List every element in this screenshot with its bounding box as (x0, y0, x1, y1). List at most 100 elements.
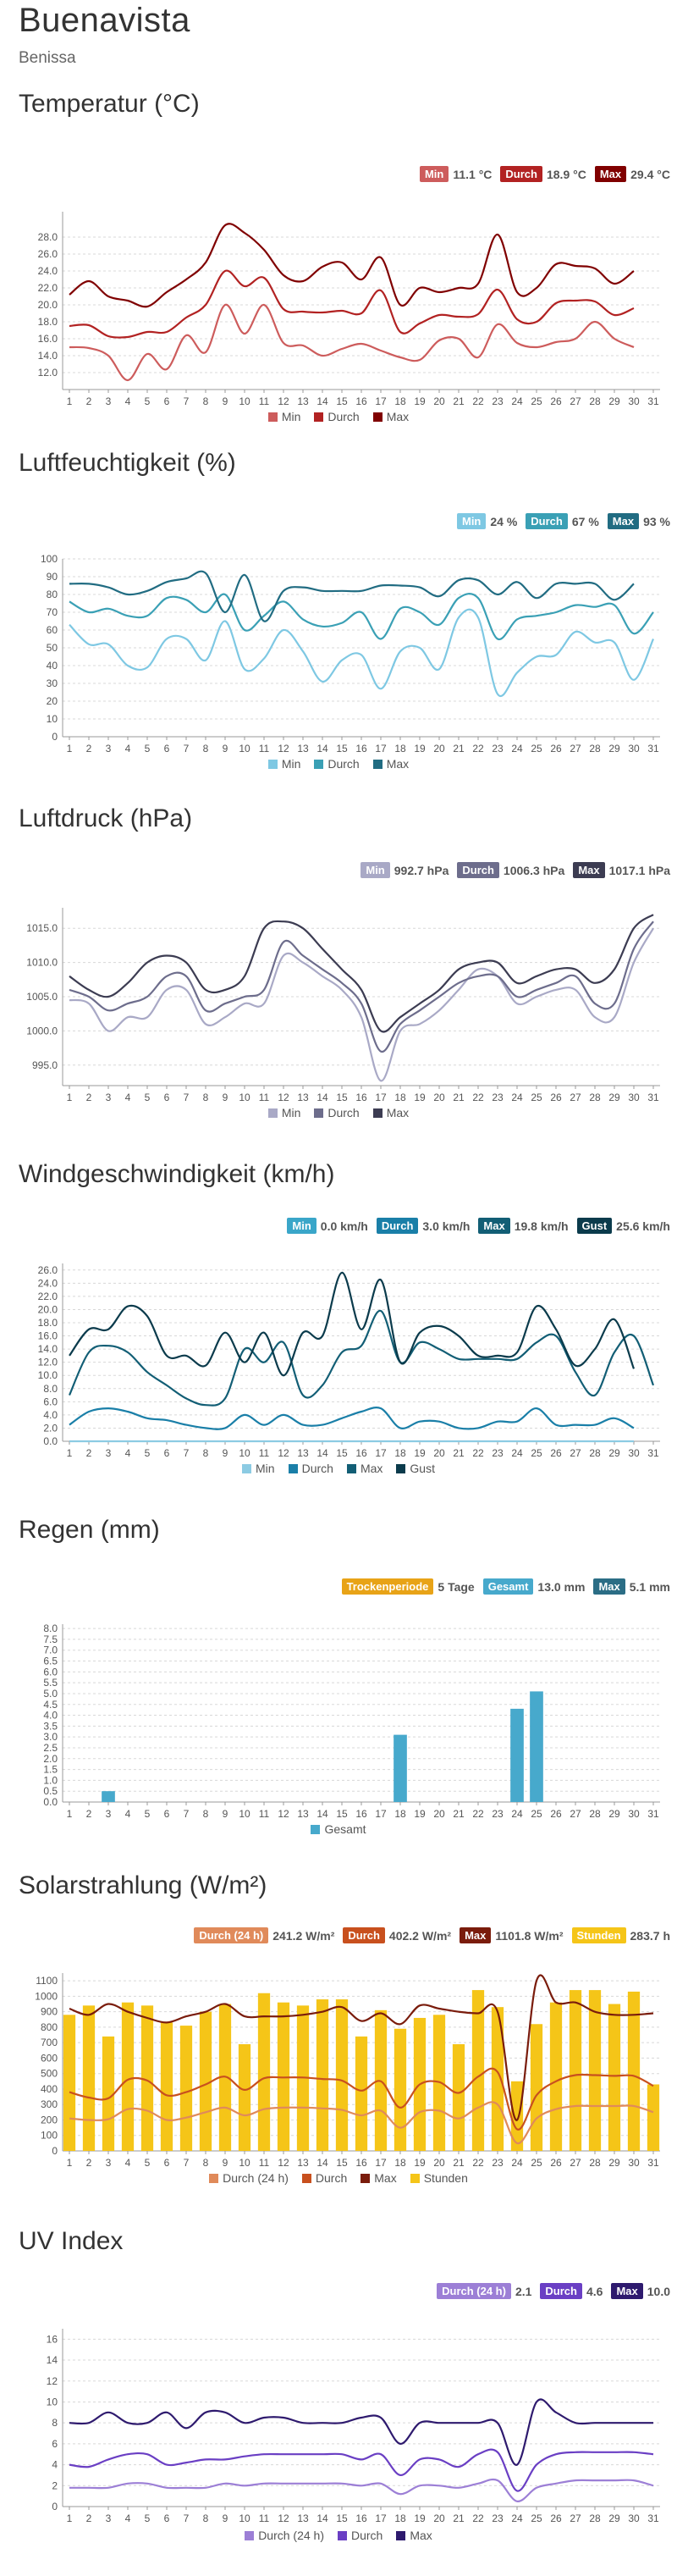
legend-item[interactable]: Min (267, 410, 300, 423)
series-line-durch (69, 593, 654, 640)
x-tick-label: 2 (86, 2157, 92, 2169)
y-tick-label: 5.0 (43, 1688, 58, 1700)
x-tick-label: 19 (414, 1092, 426, 1103)
x-tick-label: 13 (297, 1092, 309, 1103)
x-tick-label: 7 (184, 1447, 190, 1459)
legend-item[interactable]: Stunden (410, 2171, 468, 2185)
y-tick-label: 14 (47, 2354, 58, 2366)
y-tick-label: 40 (47, 660, 58, 672)
legend-item[interactable]: Durch (24 h) (209, 2171, 289, 2185)
chart-title: Luftdruck (hPa) (19, 804, 193, 832)
bar-stunden (316, 1999, 329, 2151)
x-tick-label: 16 (355, 2157, 367, 2169)
y-tick-label: 1000 (35, 1990, 58, 2002)
stat-badge: Max (460, 1927, 492, 1943)
x-tick-label: 14 (316, 1092, 328, 1103)
x-tick-label: 3 (106, 2157, 112, 2169)
x-tick-label: 26 (550, 1808, 562, 1820)
legend-item[interactable]: Min (267, 757, 301, 771)
x-tick-label: 6 (164, 1092, 170, 1103)
legend-item[interactable]: Durch (338, 2529, 383, 2542)
y-tick-label: 2.5 (43, 1742, 58, 1754)
x-tick-label: 5 (145, 395, 151, 407)
legend-item[interactable]: Max (372, 1106, 410, 1119)
legend-swatch (346, 1463, 356, 1473)
x-tick-label: 8 (203, 1447, 209, 1459)
x-tick-label: 4 (125, 743, 131, 755)
stat-item: Durch (24 h) 241.2 W/m² (194, 1927, 334, 1943)
x-tick-label: 5 (145, 743, 151, 755)
legend-item[interactable]: Durch (314, 1106, 360, 1119)
x-tick-label: 27 (570, 395, 581, 407)
x-tick-label: 19 (414, 2157, 426, 2169)
x-tick-label: 19 (414, 743, 426, 755)
x-tick-label: 21 (453, 1808, 465, 1820)
x-tick-label: 13 (297, 2512, 309, 2524)
legend-item[interactable]: Durch (24 h) (245, 2529, 324, 2542)
y-tick-label: 60 (47, 624, 58, 636)
x-tick-label: 22 (472, 395, 484, 407)
stat-value: 992.7 hPa (394, 863, 449, 877)
stat-value: 0.0 km/h (320, 1219, 368, 1233)
legend-label: Max (386, 410, 410, 423)
bar-stunden (355, 2036, 368, 2151)
bar-stunden (199, 2011, 212, 2151)
x-tick-label: 18 (394, 1092, 406, 1103)
x-tick-label: 3 (106, 1808, 112, 1820)
x-tick-label: 29 (608, 1447, 620, 1459)
x-tick-label: 28 (589, 2157, 601, 2169)
y-tick-label: 2.0 (43, 1422, 58, 1434)
y-tick-label: 5.5 (43, 1677, 58, 1689)
legend-item[interactable]: Max (396, 2529, 432, 2542)
stat-item: Trockenperiode 5 Tage (341, 1578, 475, 1595)
x-tick-label: 21 (453, 395, 465, 407)
legend-item[interactable]: Min (267, 1106, 300, 1119)
chart-title: Luftfeuchtigkeit (%) (19, 449, 236, 477)
x-tick-label: 14 (316, 743, 328, 755)
stat-value: 3.0 km/h (422, 1219, 471, 1233)
legend-swatch (267, 1108, 278, 1118)
legend-swatch (396, 1463, 406, 1473)
legend-item[interactable]: Max (372, 410, 410, 423)
legend-swatch (267, 412, 278, 422)
legend-item[interactable]: Durch (301, 2171, 347, 2185)
x-tick-label: 1 (67, 1092, 73, 1103)
legend-label: Max (386, 1106, 410, 1119)
x-tick-label: 25 (531, 1447, 542, 1459)
x-tick-label: 30 (628, 2512, 640, 2524)
legend-label: Min (281, 757, 301, 771)
stat-value: 11.1 °C (453, 167, 493, 181)
legend-item[interactable]: Durch (314, 410, 360, 423)
legend-item[interactable]: Max (361, 2171, 397, 2185)
y-tick-label: 1.5 (43, 1764, 58, 1776)
y-tick-label: 16.0 (38, 333, 58, 345)
legend-item[interactable]: Gust (396, 1462, 435, 1475)
x-tick-label: 25 (531, 1092, 542, 1103)
x-tick-label: 25 (531, 2512, 542, 2524)
legend-item[interactable]: Durch (288, 1462, 333, 1475)
legend-item[interactable]: Durch (314, 757, 360, 771)
x-tick-label: 19 (414, 2512, 426, 2524)
legend-item[interactable]: Gesamt (311, 1822, 366, 1836)
x-tick-label: 6 (164, 743, 170, 755)
legend-item[interactable]: Min (242, 1462, 275, 1475)
x-tick-label: 22 (472, 2512, 484, 2524)
x-tick-label: 24 (511, 2512, 523, 2524)
x-tick-label: 28 (589, 2512, 601, 2524)
x-tick-label: 28 (589, 395, 601, 407)
x-tick-label: 19 (414, 1808, 426, 1820)
x-tick-label: 10 (239, 2157, 250, 2169)
y-tick-label: 4.5 (43, 1699, 58, 1711)
legend-item[interactable]: Max (346, 1462, 383, 1475)
stat-value: 19.8 km/h (514, 1219, 569, 1233)
stat-item: Max 1101.8 W/m² (460, 1927, 564, 1943)
legend-item[interactable]: Max (372, 757, 409, 771)
x-tick-label: 24 (511, 743, 523, 755)
legend-swatch (338, 2530, 347, 2540)
x-tick-label: 14 (316, 1447, 328, 1459)
x-tick-label: 11 (259, 2512, 270, 2524)
y-tick-label: 8.0 (43, 1383, 58, 1395)
x-tick-label: 25 (531, 1808, 542, 1820)
stat-item: Min 0.0 km/h (287, 1218, 368, 1234)
